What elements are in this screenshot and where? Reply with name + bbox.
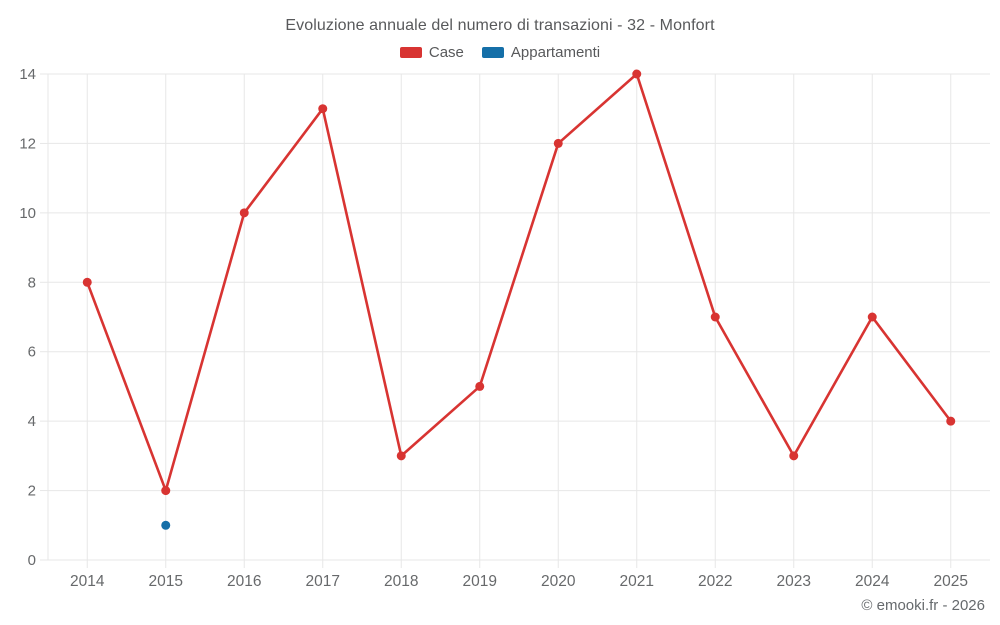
case-point-2021[interactable] — [632, 69, 642, 79]
x-tick-label: 2025 — [934, 573, 968, 590]
case-line — [85, 72, 953, 492]
legend-swatch-icon — [481, 47, 504, 58]
case-point-2023[interactable] — [789, 451, 799, 461]
y-tick-label: 14 — [19, 66, 36, 83]
appartamenti-point-2015[interactable] — [161, 520, 171, 530]
x-tick-label: 2014 — [70, 573, 105, 590]
case-point-2017[interactable] — [318, 104, 328, 114]
case-point-2020[interactable] — [553, 138, 563, 148]
x-tick-label: 2015 — [149, 573, 183, 590]
copyright: © emooki.fr - 2026 — [861, 597, 985, 614]
chart-title: Evoluzione annuale del numero di transaz… — [285, 17, 715, 34]
case-point-2025[interactable] — [946, 416, 956, 426]
case-point-2024[interactable] — [867, 312, 877, 322]
x-tick-label: 2021 — [620, 573, 654, 590]
case-point-2022[interactable] — [710, 312, 720, 322]
x-tick-label: 2023 — [777, 573, 811, 590]
y-tick-label: 0 — [28, 552, 36, 569]
case-point-2019[interactable] — [475, 381, 485, 391]
x-tick-label: 2019 — [463, 573, 497, 590]
x-tick-label: 2016 — [227, 573, 261, 590]
x-tick-label: 2018 — [384, 573, 418, 590]
y-tick-label: 2 — [28, 483, 36, 500]
x-tick-label: 2022 — [698, 573, 732, 590]
case-point-2015[interactable] — [161, 486, 171, 496]
y-tick-label: 10 — [19, 205, 36, 222]
y-tick-label: 4 — [28, 413, 36, 430]
legend-item-appartamenti[interactable]: Appartamenti — [481, 44, 601, 61]
legend-item-case[interactable]: Case — [399, 44, 464, 61]
x-tick-label: 2017 — [306, 573, 340, 590]
legend: Case Appartamenti — [0, 44, 1000, 61]
case-point-2014[interactable] — [82, 277, 92, 287]
x-tick-label: 2020 — [541, 573, 576, 590]
y-tick-label: 6 — [28, 344, 36, 361]
case-point-2018[interactable] — [396, 451, 406, 461]
y-tick-label: 12 — [19, 135, 36, 152]
legend-label: Case — [428, 44, 464, 61]
y-tick-label: 8 — [28, 274, 36, 291]
case-point-2016[interactable] — [239, 208, 249, 218]
legend-swatch-icon — [399, 47, 422, 58]
legend-label: Appartamenti — [510, 44, 601, 61]
x-tick-label: 2024 — [855, 573, 890, 590]
